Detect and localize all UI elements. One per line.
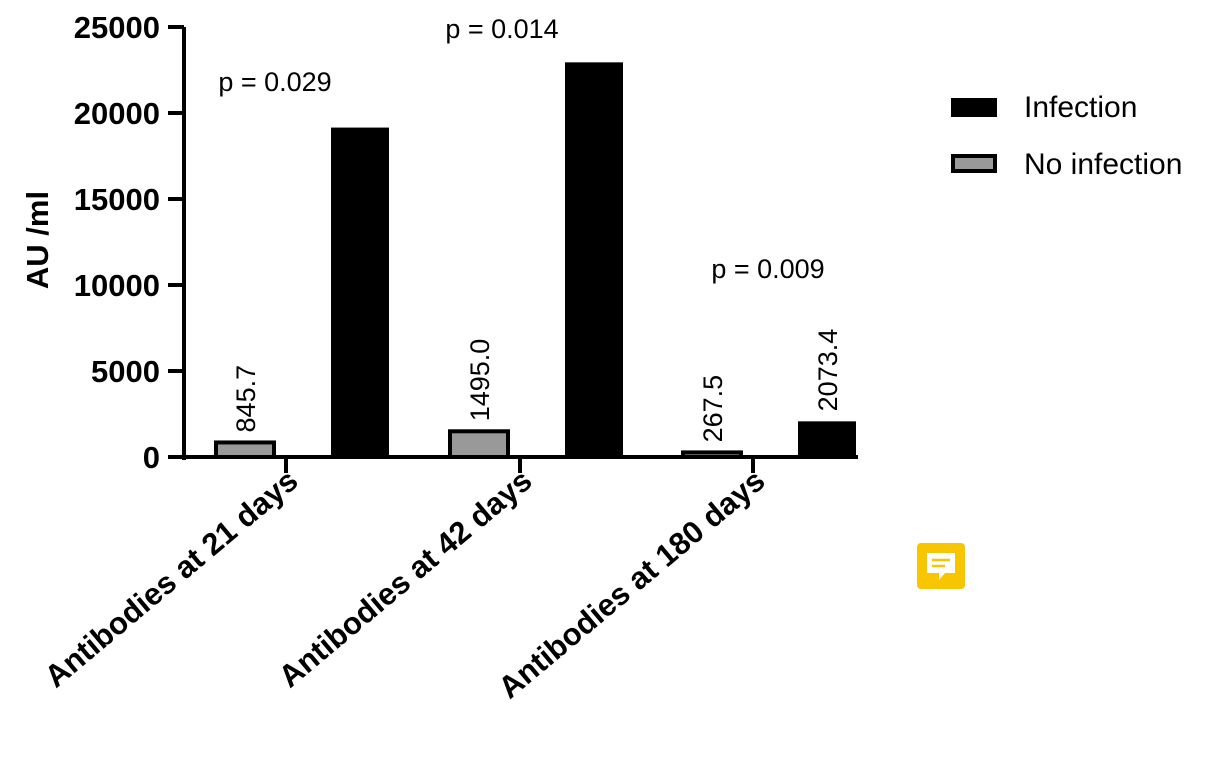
bar-no-infection (214, 440, 276, 459)
legend-swatch-infection (951, 98, 997, 117)
bar-no-infection (681, 450, 743, 459)
bar-no-infection (448, 429, 510, 460)
p-value-annotations: p = 0.029 p = 0.014 p = 0.009 (218, 14, 824, 284)
legend-label-infection: Infection (1024, 91, 1137, 124)
legend: Infection No infection (951, 91, 1182, 181)
y-tick-label: 20000 (74, 96, 160, 131)
bar-value-label: 1495.0 (465, 339, 495, 422)
bar-value-label: 22945.5 (580, 72, 610, 170)
y-tick-label: 25000 (74, 10, 160, 45)
speech-bubble-icon (927, 553, 955, 580)
bar-infection (565, 62, 623, 457)
y-tick-label: 0 (143, 440, 160, 475)
y-axis-ticks: 0 5000 10000 15000 20000 25000 (74, 10, 184, 475)
x-tick-label: Antibodies at 42 days (272, 463, 539, 695)
x-tick-label: Antibodies at 21 days (38, 463, 305, 695)
bar-value-label: 19152.4 (346, 138, 376, 236)
legend-label-no-infection: No infection (1024, 148, 1182, 181)
p-value-label: p = 0.009 (711, 254, 824, 284)
legend-swatch-no-infection (951, 154, 997, 173)
x-tick-label: Antibodies at 180 days (492, 463, 772, 706)
y-tick-label: 15000 (74, 182, 160, 217)
bar-infection (331, 127, 389, 457)
bars (214, 62, 856, 460)
bar-labels: 845.7 1495.0 267.5 19152.4 22945.5 2073.4 (231, 72, 843, 442)
bar-value-label: 845.7 (231, 365, 261, 433)
bar-value-label: 2073.4 (813, 329, 843, 412)
y-axis-label: AU /ml (20, 191, 55, 289)
bar-infection (798, 421, 856, 457)
p-value-label: p = 0.029 (218, 67, 331, 97)
bar-value-label: 267.5 (698, 375, 728, 443)
comment-icon[interactable] (917, 543, 965, 589)
y-tick-label: 5000 (91, 354, 160, 389)
p-value-label: p = 0.014 (445, 14, 558, 44)
y-tick-label: 10000 (74, 268, 160, 303)
